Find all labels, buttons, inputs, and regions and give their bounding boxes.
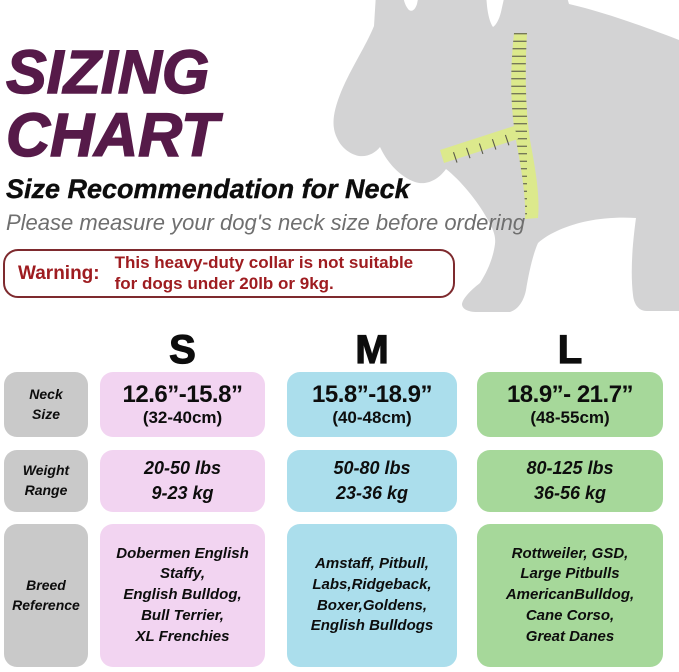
row-label-neck-size: Neck Size: [4, 372, 88, 437]
warning-label: Warning:: [18, 262, 100, 284]
dog-body: [333, 0, 679, 312]
measuring-tape-icon: [440, 33, 539, 219]
column-header-s: S: [169, 327, 197, 372]
neck-size-m-cm: (40-48cm): [332, 407, 412, 427]
neck-size-l-cm: (48-55cm): [530, 407, 610, 427]
warning-box: Warning: This heavy-duty collar is not s…: [3, 249, 455, 298]
neck-size-l-inches: 18.9”- 21.7”: [506, 380, 634, 408]
dog-silhouette-graphic: [333, 0, 679, 312]
cell-breed-reference-m: Amstaff, Pitbull, Labs,Ridgeback, Boxer,…: [287, 524, 457, 667]
cell-weight-range-s: 20-50 lbs 9-23 kg: [100, 450, 265, 512]
weight-s-kg: 9-23 kg: [151, 483, 214, 503]
neck-size-s-inches: 12.6”-15.8”: [122, 380, 243, 408]
subtitle: Size Recommendation for Neck: [6, 174, 410, 204]
warning-message: This heavy-duty collar is not suitable f…: [114, 253, 414, 293]
column-header-l: L: [557, 327, 583, 372]
cell-weight-range-m: 50-80 lbs 23-36 kg: [287, 450, 457, 512]
cell-neck-size-s: 12.6”-15.8” (32-40cm): [100, 372, 265, 437]
weight-m-lbs: 50-80 lbs: [333, 457, 411, 478]
row-label-breed-reference: Breed Reference: [4, 524, 88, 667]
cell-breed-reference-l: Rottweiler, GSD, Large Pitbulls American…: [477, 524, 663, 667]
column-header-m: M: [355, 327, 390, 372]
cell-weight-range-l: 80-125 lbs 36-56 kg: [477, 450, 663, 512]
neck-size-s-cm: (32-40cm): [142, 407, 223, 427]
cell-neck-size-m: 15.8”-18.9” (40-48cm): [287, 372, 457, 437]
weight-s-lbs: 20-50 lbs: [143, 457, 222, 478]
cell-breed-reference-s: Dobermen English Staffy, English Bulldog…: [100, 524, 265, 667]
cell-neck-size-l: 18.9”- 21.7” (48-55cm): [477, 372, 663, 437]
weight-l-kg: 36-56 kg: [533, 483, 607, 503]
measure-note: Please measure your dog's neck size befo…: [6, 210, 526, 235]
row-label-weight-range: Weight Range: [4, 450, 88, 512]
neck-size-m-inches: 15.8”-18.9”: [312, 380, 432, 408]
page-title: SIZING CHART: [5, 38, 219, 170]
weight-m-kg: 23-36 kg: [335, 483, 409, 503]
weight-l-lbs: 80-125 lbs: [526, 457, 614, 478]
